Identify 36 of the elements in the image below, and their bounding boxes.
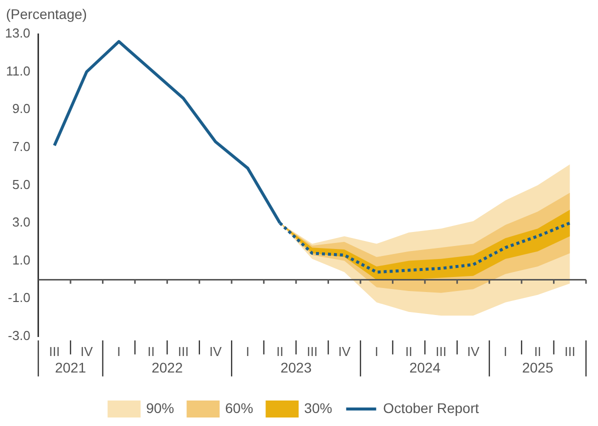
text: 2021	[54, 359, 86, 376]
text: 2022	[152, 359, 183, 376]
x-tick-label: IV	[338, 344, 351, 359]
x-tick-label: III	[436, 344, 446, 359]
x-tick-label: III	[306, 344, 318, 359]
x-tick-label: IV	[80, 344, 94, 359]
text: 2023	[280, 359, 312, 376]
x-tick-label: II	[276, 344, 284, 359]
x-tick-label: II	[534, 344, 542, 359]
y-tick-label: 7.0	[12, 138, 30, 154]
x-tick-label: III	[178, 344, 189, 359]
x-tick-label: II	[147, 344, 155, 359]
y-tick-label: 11.0	[6, 63, 30, 78]
x-tick-label: IV	[467, 344, 480, 359]
legend-label: 60%	[225, 400, 254, 416]
y-axis-title: (Percentage)	[6, 6, 87, 22]
x-tick-label: I	[246, 344, 250, 359]
y-tick-label: 3.0	[12, 214, 30, 230]
legend-label: 30%	[304, 400, 332, 416]
y-tick-label: 13.0	[4, 26, 30, 41]
x-tick-label: III	[48, 344, 60, 359]
x-tick-label: III	[564, 344, 576, 359]
x-tick-label: I	[117, 344, 121, 359]
y-tick-label: -1.0	[8, 290, 30, 306]
legend-label: 90%	[146, 400, 174, 416]
x-tick-label: IV	[209, 344, 222, 359]
legend-label: October Report	[383, 400, 479, 416]
text: 2025	[522, 359, 554, 376]
y-tick-label: 5.0	[12, 176, 30, 192]
x-tick-label: I	[504, 344, 508, 359]
y-tick-label: 1.0	[12, 252, 30, 268]
x-tick-label: I	[374, 344, 378, 359]
y-tick-label: 9.0	[12, 101, 30, 116]
x-tick-label: II	[405, 344, 412, 359]
y-tick-label: -3.0	[8, 328, 30, 343]
text: 2024	[409, 359, 441, 376]
